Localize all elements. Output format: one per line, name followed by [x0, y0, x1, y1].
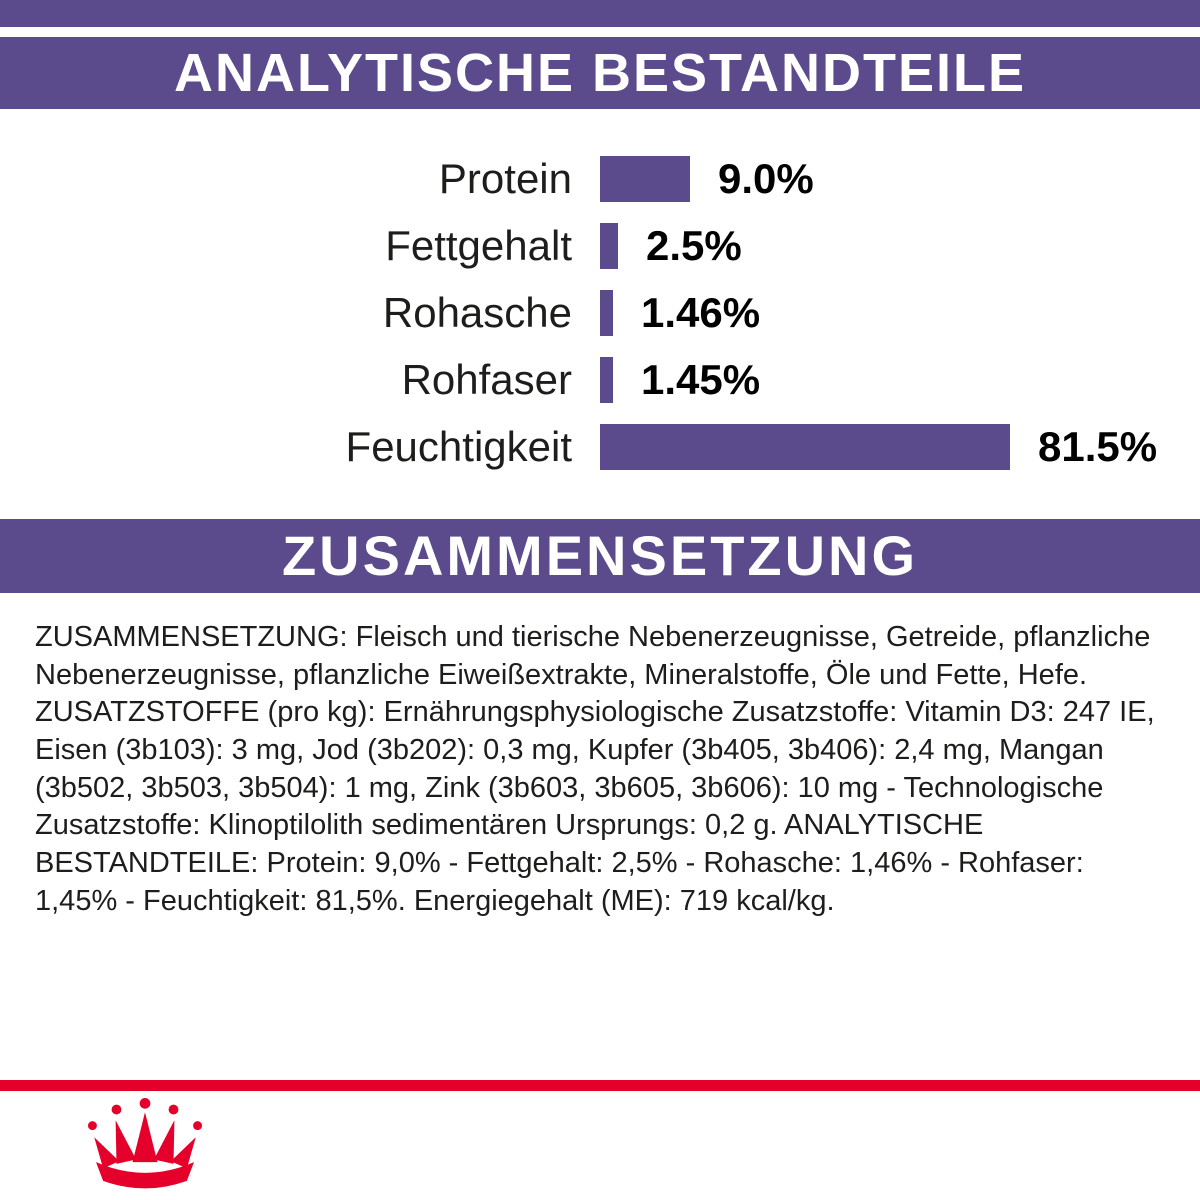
chart-bar [600, 290, 613, 336]
chart-value-label: 1.45% [641, 356, 761, 403]
chart-bar [600, 424, 1010, 470]
band-gap [0, 27, 1200, 37]
chart-category-label: Rohfaser [401, 356, 572, 403]
top-purple-strip [0, 0, 1200, 27]
chart-row: Rohfaser 1.45% [0, 356, 1200, 403]
chart-bar [600, 223, 618, 269]
chart-value-label: 2.5% [646, 222, 742, 269]
chart-row: Fettgehalt 2.5% [0, 222, 1200, 269]
chart-value-label: 9.0% [718, 155, 814, 202]
chart-value-label: 81.5% [1038, 423, 1158, 470]
royal-canin-crown-logo [82, 1098, 208, 1196]
composition-body-text: ZUSAMMENSETZUNG: Fleisch und tierische N… [35, 621, 1155, 917]
chart-row: Protein 9.0% [0, 155, 1200, 202]
red-divider-line [0, 1080, 1200, 1091]
analytical-constituents-title: ANALYTISCHE BESTANDTEILE [173, 43, 1027, 103]
chart-category-label: Protein [438, 155, 572, 202]
chart-value-label: 1.46% [641, 289, 761, 336]
chart-row: Rohasche 1.46% [0, 289, 1200, 336]
crown-icon [87, 1098, 203, 1189]
analytical-constituents-chart: Protein 9.0% Fettgehalt 2.5% Rohasche 1.46% Ro… [0, 155, 1200, 470]
composition-section: ZUSAMMENSETZUNG ZUSAMMENSETZUNG: Fleisch… [0, 519, 1200, 921]
chart-row: Feuchtigkeit 81.5% [0, 423, 1200, 470]
chart-category-label: Feuchtigkeit [345, 423, 572, 470]
chart-bar [600, 357, 613, 403]
composition-header-band: ZUSAMMENSETZUNG [0, 519, 1200, 593]
chart-bar [600, 156, 690, 202]
chart-category-label: Fettgehalt [385, 222, 572, 269]
chart-category-label: Rohasche [382, 289, 572, 336]
analytical-constituents-header-band: ANALYTISCHE BESTANDTEILE [0, 37, 1200, 109]
composition-title: ZUSAMMENSETZUNG [281, 524, 919, 587]
